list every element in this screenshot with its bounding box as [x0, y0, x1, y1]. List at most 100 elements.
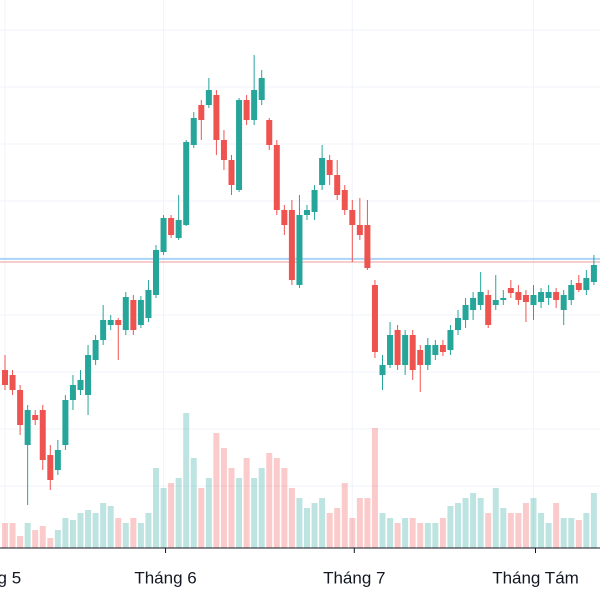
- volume-bar: [69, 520, 76, 548]
- candle-body: [319, 158, 326, 185]
- volume-bar: [311, 503, 318, 548]
- candle-body: [470, 298, 477, 310]
- volume-bar: [24, 523, 31, 548]
- candle-body: [387, 335, 394, 365]
- volume-bar: [568, 518, 575, 548]
- candle-body: [417, 350, 424, 365]
- volume-bar: [145, 513, 152, 548]
- candle-body: [560, 295, 567, 310]
- candle-body: [228, 160, 235, 185]
- volume-bar: [62, 518, 69, 548]
- volume-bar: [228, 468, 235, 548]
- candle-body: [568, 285, 575, 300]
- candle-body: [198, 105, 205, 120]
- candle-body: [85, 355, 92, 395]
- candle-body: [341, 190, 348, 210]
- volume-bar: [137, 523, 144, 548]
- volume-bar: [288, 488, 295, 548]
- volume-bar: [326, 513, 333, 548]
- candle-body: [220, 140, 227, 160]
- volume-bar: [507, 513, 514, 548]
- volume-bar: [92, 513, 99, 548]
- volume-bar: [447, 506, 454, 548]
- candle-body: [236, 100, 243, 190]
- volume-bar: [583, 513, 590, 548]
- candle-body: [530, 295, 537, 305]
- candle-body: [409, 335, 416, 370]
- candle-body: [17, 390, 24, 425]
- candle-body: [515, 292, 522, 300]
- volume-bar: [424, 523, 431, 548]
- x-tick-label: Tháng Tám: [492, 568, 579, 587]
- candle-body: [485, 295, 492, 325]
- volume-bar: [364, 498, 371, 548]
- volume-bar: [220, 448, 227, 548]
- candle-body: [62, 400, 69, 445]
- candle-body: [115, 320, 122, 325]
- volume-bar: [115, 518, 122, 548]
- candle-body: [394, 330, 401, 365]
- candle-body: [364, 225, 371, 268]
- volume-bar: [281, 468, 288, 548]
- volume-bar: [477, 498, 484, 548]
- volume-bar: [236, 478, 243, 548]
- volume-bar: [515, 513, 522, 548]
- candle-body: [311, 190, 318, 212]
- candle-body: [583, 278, 590, 290]
- volume-bar: [266, 453, 273, 548]
- volume-bar: [560, 518, 567, 548]
- candle-body: [107, 320, 114, 325]
- candle-body: [462, 305, 469, 320]
- candle-body: [455, 318, 461, 330]
- candle-body: [432, 345, 439, 355]
- volume-bar: [205, 478, 212, 548]
- volume-bar: [183, 413, 190, 548]
- candle-body: [288, 210, 295, 280]
- candle-body: [447, 330, 454, 350]
- volume-bar: [371, 428, 378, 548]
- volume-bar: [273, 458, 280, 548]
- volume-bar: [394, 523, 401, 548]
- candle-body: [47, 455, 54, 480]
- candle-body: [137, 300, 144, 325]
- volume-bar: [341, 483, 348, 548]
- volume-bar: [417, 523, 424, 548]
- candle-body: [54, 450, 61, 470]
- candle-body: [183, 142, 190, 225]
- volume-bar: [500, 508, 507, 548]
- candle-body: [243, 100, 250, 120]
- volume-bar: [455, 503, 461, 548]
- candle-body: [258, 78, 265, 100]
- candle-body: [100, 320, 107, 340]
- volume-bar: [258, 468, 265, 548]
- volume-bar: [402, 518, 409, 548]
- candle-body: [160, 218, 167, 252]
- volume-bar: [538, 513, 545, 548]
- candle-body: [371, 285, 378, 352]
- candle-body: [304, 210, 310, 215]
- candle-body: [153, 250, 159, 295]
- volume-bar: [32, 530, 39, 548]
- candle-body: [424, 345, 431, 365]
- volume-bar: [175, 478, 182, 548]
- candle-body: [2, 370, 8, 385]
- volume-bar: [2, 523, 8, 548]
- volume-bar: [85, 510, 92, 548]
- volume-bar: [522, 503, 529, 548]
- volume-bar: [130, 518, 137, 548]
- candle-body: [334, 175, 341, 195]
- volume-bar: [575, 520, 582, 548]
- candle-body: [281, 210, 288, 225]
- time-axis: [0, 548, 600, 600]
- volume-bar: [39, 526, 46, 548]
- candle-body: [9, 375, 16, 390]
- volume-bar: [47, 538, 54, 548]
- candle-body: [32, 415, 39, 420]
- candle-body: [77, 380, 84, 390]
- candle-body: [477, 292, 484, 305]
- volume-bar: [213, 433, 220, 548]
- volume-bar: [17, 536, 24, 548]
- candle-body: [507, 288, 514, 293]
- volume-bar: [100, 503, 107, 548]
- volume-bar: [439, 518, 446, 548]
